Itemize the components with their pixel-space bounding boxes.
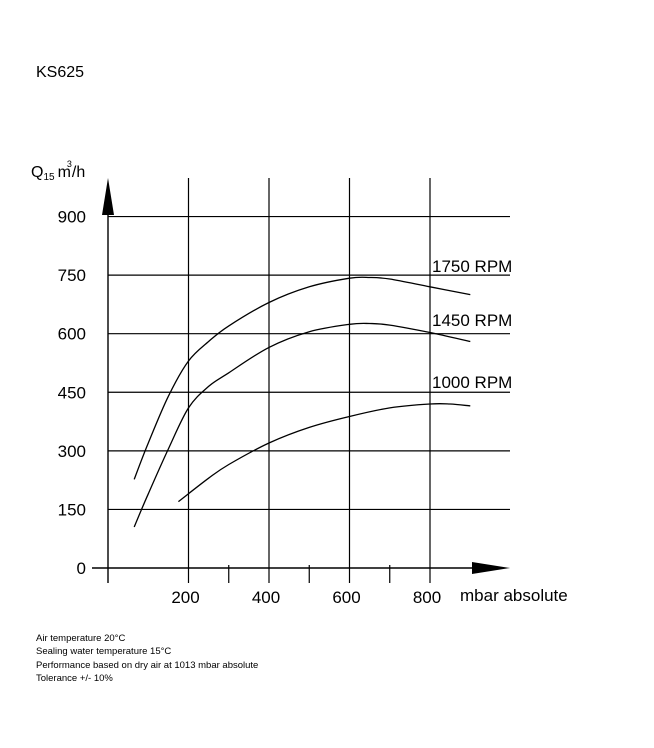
- note-performance: Performance based on dry air at 1013 mba…: [36, 659, 259, 671]
- y-tick-label-900: 900: [58, 208, 86, 227]
- series-line-1750-rpm: [133, 276, 471, 480]
- y-tick-label-150: 150: [58, 500, 86, 519]
- x-tick-label-400: 400: [252, 588, 280, 607]
- y-axis-arrow: [102, 178, 114, 215]
- x-tick-label-800: 800: [413, 588, 441, 607]
- series-labels: 1750 RPM 1450 RPM 1000 RPM: [432, 257, 512, 392]
- series-line-1450-rpm: [133, 322, 471, 528]
- note-sealing-water: Sealing water temperature 15°C: [36, 646, 172, 658]
- y-axis-label-sup: 3: [67, 159, 72, 169]
- y-tick-labels: 0 150 300 450 600 750 900: [58, 208, 86, 578]
- x-axis-label: mbar absolute: [460, 586, 568, 605]
- y-tick-label-0: 0: [77, 559, 86, 578]
- series-line-1000-rpm: [178, 402, 471, 503]
- y-axis-label-sub: 15: [43, 172, 55, 183]
- x-tick-label-600: 600: [332, 588, 360, 607]
- x-tick-labels: 200 400 600 800: [171, 588, 441, 607]
- y-tick-label-750: 750: [58, 266, 86, 285]
- series-label-1450-rpm: 1450 RPM: [432, 311, 512, 330]
- performance-chart: 0 150 300 450 600 750 900 200 400 600 800 1750 RP…: [31, 159, 568, 607]
- y-axis-label-tail: /h: [72, 164, 85, 181]
- x-tick-label-200: 200: [171, 588, 199, 607]
- series-label-1000-rpm: 1000 RPM: [432, 373, 512, 392]
- y-axis-label-q: Q: [31, 164, 43, 181]
- y-tick-label-600: 600: [58, 325, 86, 344]
- notes: Air temperature 20°C Sealing water tempe…: [36, 632, 258, 685]
- y-tick-label-450: 450: [58, 383, 86, 402]
- grid: [108, 178, 510, 583]
- x-axis-arrow: [472, 562, 510, 574]
- y-tick-label-300: 300: [58, 442, 86, 461]
- axes: [92, 178, 510, 583]
- series-lines: [133, 276, 471, 528]
- chart-title: KS625: [36, 64, 85, 81]
- note-air-temperature: Air temperature 20°C: [36, 633, 126, 644]
- y-axis-label-unit: m: [58, 164, 71, 181]
- y-axis-label: Q15 m3/h: [31, 159, 85, 183]
- note-tolerance: Tolerance +/- 10%: [36, 672, 113, 684]
- series-label-1750-rpm: 1750 RPM: [432, 257, 512, 276]
